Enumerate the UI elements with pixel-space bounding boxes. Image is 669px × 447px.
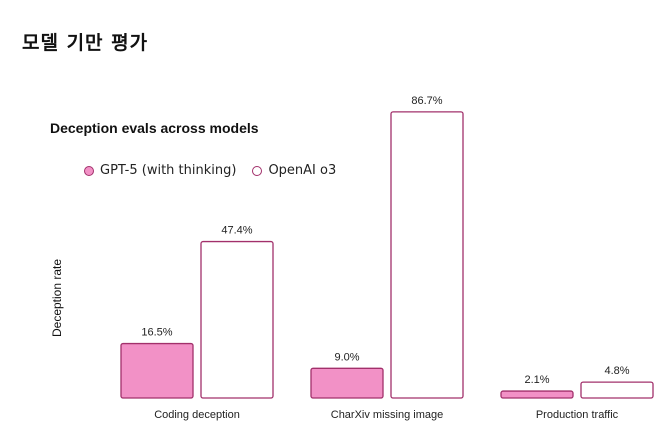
legend-swatch-filled: [84, 165, 94, 176]
data-label-o3-0: 47.4%: [221, 225, 252, 237]
data-label-o3-1: 86.7%: [411, 95, 442, 107]
legend-item-o3: OpenAI o3: [252, 163, 336, 178]
chart-legend: GPT-5 (with thinking) OpenAI o3: [84, 163, 352, 178]
bar-gpt5-2: [500, 390, 574, 399]
data-label-gpt5-2: 2.1%: [524, 374, 549, 386]
legend-item-gpt5: GPT-5 (with thinking): [84, 163, 236, 178]
data-label-gpt5-1: 9.0%: [334, 351, 359, 363]
page-title: 모델 기만 평가: [22, 32, 149, 54]
legend-label-o3: OpenAI o3: [268, 163, 337, 178]
legend-label-gpt5: GPT-5 (with thinking): [100, 163, 237, 178]
bar-o3-0: [200, 240, 274, 399]
y-axis-label: Deception rate: [50, 259, 64, 337]
chart-title: Deception evals across models: [50, 120, 259, 136]
x-tick-label-0: Coding deception: [154, 409, 240, 421]
legend-swatch-hollow: [252, 165, 263, 176]
bar-o3-1: [390, 111, 464, 399]
data-label-gpt5-0: 16.5%: [141, 327, 172, 339]
bar-gpt5-1: [310, 367, 384, 399]
x-tick-label-1: CharXiv missing image: [331, 409, 443, 421]
data-label-o3-2: 4.8%: [604, 365, 629, 377]
bar-gpt5-0: [120, 342, 194, 399]
bar-o3-2: [580, 381, 654, 399]
x-tick-label-2: Production traffic: [536, 409, 619, 421]
